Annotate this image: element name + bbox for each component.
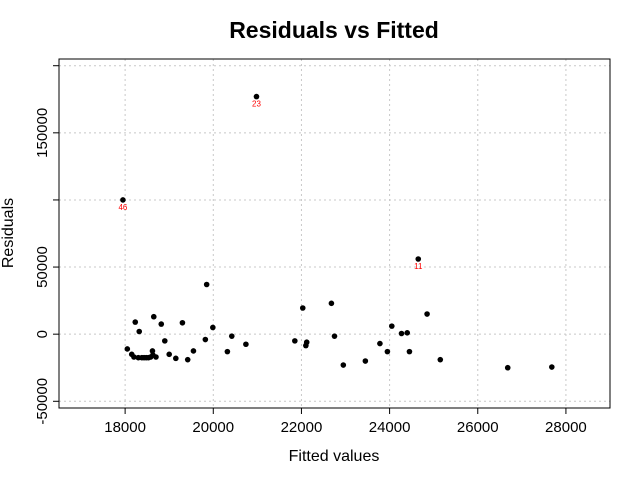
y-axis-label: Residuals [0, 198, 17, 268]
data-point [210, 324, 216, 331]
x-axis-label: Fitted values [289, 448, 380, 465]
data-point [124, 346, 131, 352]
data-point [384, 348, 391, 355]
data-point [179, 319, 186, 326]
data-point [292, 338, 298, 344]
data-point [415, 256, 422, 262]
data-point [340, 362, 347, 368]
x-tick-label: 24000 [369, 419, 411, 436]
data-point [153, 354, 159, 360]
y-tick-label: -50000 [34, 378, 51, 425]
data-point [166, 351, 172, 358]
data-point [253, 93, 260, 100]
point-label: 23 [252, 100, 261, 109]
y-tick-label: 150000 [34, 108, 51, 158]
x-tick-label: 26000 [457, 419, 499, 436]
x-tick-label: 22000 [281, 419, 323, 436]
chart-title: Residuals vs Fitted [229, 17, 439, 43]
data-point [161, 338, 168, 344]
data-point [184, 356, 191, 363]
data-point [377, 340, 383, 347]
data-point [549, 364, 555, 370]
data-point [224, 348, 231, 355]
data-point [173, 355, 179, 362]
data-point [203, 281, 210, 288]
data-point [190, 348, 197, 354]
data-points: 46 23 11 [118, 93, 555, 371]
data-point [132, 319, 139, 325]
point-label: 46 [118, 203, 127, 212]
data-point [243, 341, 249, 348]
data-point [504, 364, 511, 371]
data-point [299, 305, 306, 311]
data-point [389, 323, 395, 329]
y-tick-label: 50000 [34, 246, 51, 288]
y-tick-label: 0 [34, 330, 51, 338]
y-axis: -50000 0 50000 150000 [34, 65, 59, 425]
data-point [150, 313, 157, 320]
data-point [120, 197, 126, 203]
x-tick-label: 28000 [545, 419, 587, 436]
data-point [131, 354, 137, 360]
x-tick-label: 20000 [192, 419, 234, 436]
data-point [362, 358, 369, 364]
data-point [158, 321, 165, 327]
data-point [331, 333, 338, 339]
x-axis: 18000 20000 22000 24000 26000 28000 [104, 408, 587, 436]
data-point [437, 356, 444, 363]
data-point [398, 330, 405, 337]
data-point [328, 300, 335, 307]
data-point [424, 311, 430, 317]
data-point [228, 333, 235, 339]
plot-frame [58, 58, 611, 409]
x-tick-label: 18000 [104, 419, 146, 436]
data-point [303, 339, 310, 346]
data-point [136, 328, 143, 335]
data-point [404, 330, 411, 336]
data-point [406, 348, 413, 355]
point-label: 11 [414, 262, 423, 271]
data-point [202, 336, 209, 343]
